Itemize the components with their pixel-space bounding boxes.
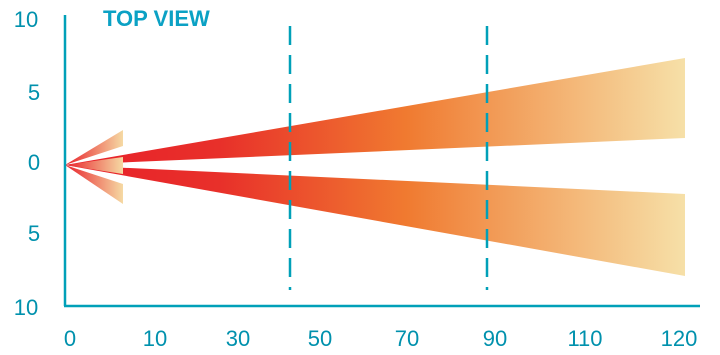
view-title: TOP VIEW bbox=[103, 6, 210, 31]
x-tick-labels: 0 10 30 50 70 90 110 120 bbox=[64, 326, 697, 351]
x-tick-label: 110 bbox=[567, 326, 602, 351]
x-tick-label: 120 bbox=[661, 326, 698, 351]
y-tick-labels: 10 5 0 5 10 bbox=[14, 7, 40, 320]
y-tick-label: 5 bbox=[28, 221, 40, 246]
x-tick-label: 50 bbox=[308, 326, 332, 351]
y-tick-label: 10 bbox=[14, 7, 38, 32]
y-tick-label: 10 bbox=[14, 295, 38, 320]
x-tick-label: 0 bbox=[64, 326, 76, 351]
x-tick-label: 30 bbox=[226, 326, 250, 351]
x-tick-label: 90 bbox=[483, 326, 507, 351]
x-tick-label: 70 bbox=[395, 326, 419, 351]
arrow-left-icon bbox=[65, 130, 123, 204]
y-tick-label: 0 bbox=[28, 150, 40, 175]
x-tick-label: 10 bbox=[143, 326, 167, 351]
beam-lower bbox=[65, 165, 685, 276]
beam-upper bbox=[65, 58, 685, 165]
y-tick-label: 5 bbox=[28, 80, 40, 105]
